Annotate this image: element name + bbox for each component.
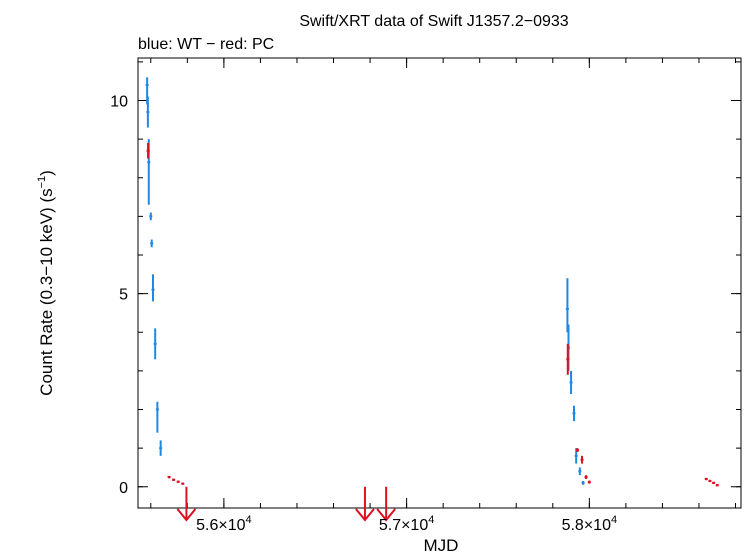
- x-tick-label: 5.7×104: [379, 514, 435, 534]
- upper-limit-head: [376, 508, 396, 522]
- x-axis-label: MJD: [424, 536, 459, 554]
- chart-title: Swift/XRT data of Swift J1357.2−0933: [299, 13, 568, 30]
- x-tick-label: 5.6×104: [196, 514, 252, 534]
- y-tick-label: 0: [119, 480, 128, 497]
- y-axis-label: Count Rate (0.3−10 keV) (s−1): [36, 170, 56, 396]
- y-axis-label-close: ): [37, 170, 56, 176]
- upper-limit-arrow: [376, 486, 396, 522]
- y-tick-label: 10: [110, 93, 128, 110]
- plot-frame: [137, 57, 742, 509]
- y-tick-label: 5: [119, 287, 128, 304]
- series-wt: [145, 77, 585, 485]
- x-tick-label: 5.8×104: [562, 514, 618, 534]
- x-tick-label-exponent: 4: [428, 514, 434, 526]
- series-pc: [146, 142, 719, 487]
- y-axis-label-exponent: −1: [36, 176, 48, 189]
- chart-subtitle: blue: WT − red: PC: [138, 36, 274, 53]
- upper-limit-head: [355, 508, 375, 522]
- upper-limit-arrow: [355, 486, 375, 522]
- x-tick-label-exponent: 4: [611, 514, 617, 526]
- plot-area: [137, 57, 742, 522]
- upper-limit-arrow: [176, 486, 197, 522]
- upper-limit-head: [176, 508, 197, 522]
- x-tick-label-exponent: 4: [246, 514, 252, 526]
